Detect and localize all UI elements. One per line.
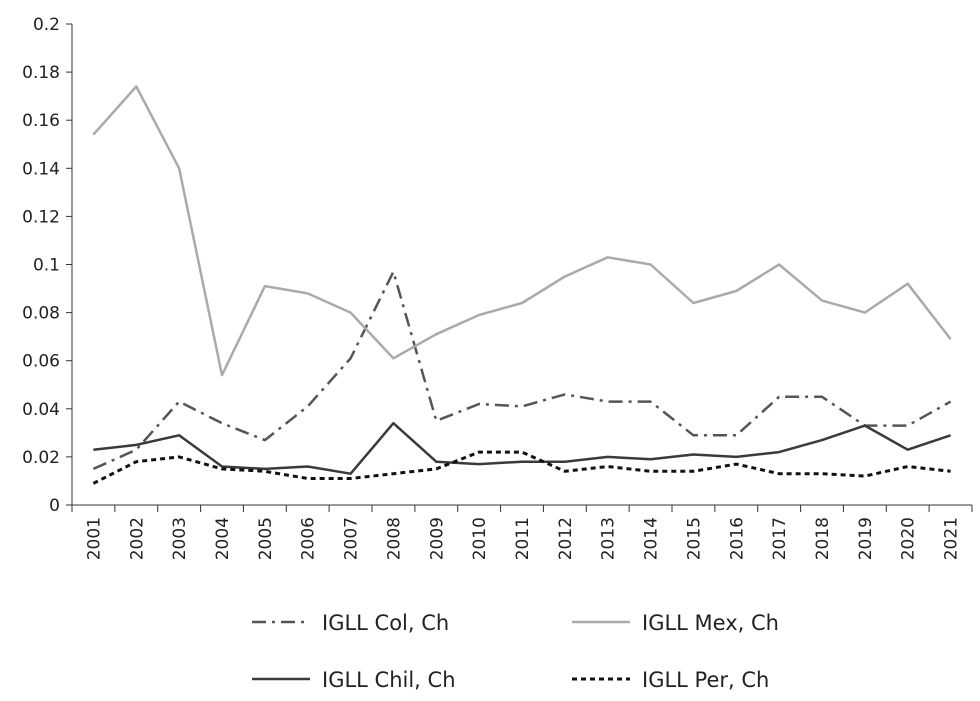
x-tick-label: 2002 [127,517,147,560]
x-tick-label: 2020 [899,517,919,560]
y-tick-label: 0.2 [33,15,60,35]
series-line-per [92,450,951,485]
y-tick-label: 0.06 [22,352,60,372]
y-tick-label: 0.04 [22,400,60,420]
x-axis: 2001 2002 2003 2004 2005 2006 2007 2008 2009 2010… [71,504,973,560]
x-tick-label: 2015 [684,517,704,560]
y-tick-label: 0.12 [22,207,60,227]
y-tick-label: 0.08 [22,304,60,324]
y-tick-label: 0.1 [33,256,60,276]
x-tick-label: 2014 [642,517,662,560]
series-line-chil [93,421,951,475]
legend-item-mex: IGLL Mex, Ch [572,611,779,635]
x-tick-label: 2016 [727,517,747,560]
x-tick-label: 2013 [599,517,619,560]
y-tick-label: 0.14 [22,159,60,179]
x-tick-label: 2010 [470,517,490,560]
x-tick-label: 2007 [342,517,362,560]
x-tick-label: 2012 [556,517,576,560]
x-tick-label: 2019 [856,517,876,560]
x-tick-label: 2001 [84,517,104,560]
legend: IGLL Col, Ch IGLL Mex, Ch IGLL Chil, Ch … [252,611,779,692]
series-layer [92,85,952,485]
legend-item-chil: IGLL Chil, Ch [252,668,456,692]
y-axis: 0 0.02 0.04 0.06 0.08 0.1 0.12 0.14 0.16 0.18 0.2 [22,15,73,516]
x-tick-label: 2018 [813,517,833,560]
x-tick-label: 2017 [770,517,790,560]
y-tick-label: 0.02 [22,448,60,468]
series-line-col [92,270,952,471]
x-tick-label: 2006 [299,517,319,560]
legend-label-chil: IGLL Chil, Ch [322,668,456,692]
legend-label-per: IGLL Per, Ch [642,668,769,692]
x-tick-label: 2008 [384,517,404,560]
series-line-mex [92,85,952,377]
x-tick-label: 2004 [213,517,233,560]
y-tick-label: 0 [49,496,60,516]
x-tick-label: 2011 [513,517,533,560]
x-tick-label: 2009 [427,517,447,560]
x-tick-label: 2003 [170,517,190,560]
x-tick-label: 2005 [256,517,276,560]
y-tick-label: 0.16 [22,111,60,131]
legend-item-per: IGLL Per, Ch [572,668,769,692]
legend-item-col: IGLL Col, Ch [252,611,449,635]
x-tick-label: 2021 [942,517,962,560]
legend-label-mex: IGLL Mex, Ch [642,611,779,635]
legend-label-col: IGLL Col, Ch [322,611,449,635]
y-tick-label: 0.18 [22,63,60,83]
